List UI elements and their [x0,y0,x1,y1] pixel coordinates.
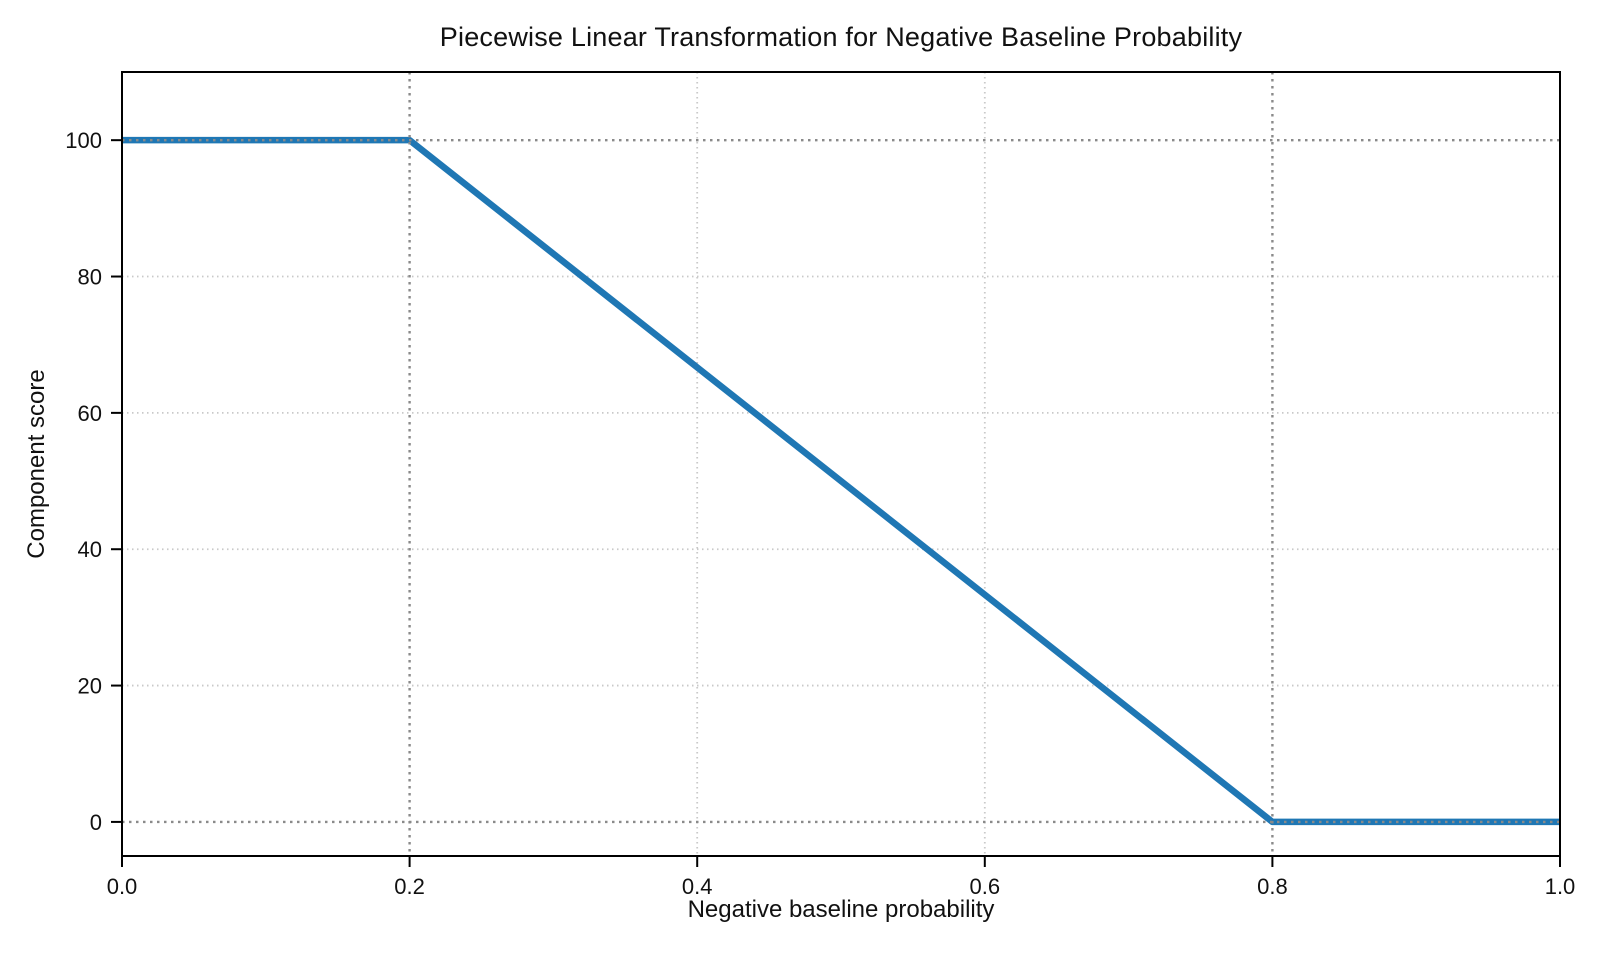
y-tick-label: 100 [65,128,102,153]
plot-border [121,71,1561,857]
y-tick-label: 40 [78,537,102,562]
y-tick-label: 80 [78,265,102,290]
x-tick-label: 0.6 [970,874,1001,899]
x-tick-label: 1.0 [1545,874,1576,899]
x-tick-label: 0.4 [682,874,713,899]
chart-title: Piecewise Linear Transformation for Nega… [439,22,1243,52]
y-tick-label: 0 [90,810,102,835]
series-line [122,136,1560,826]
x-axis-label: Negative baseline probability [687,896,995,923]
x-tick-label: 0.8 [1257,874,1288,899]
y-tick-label: 20 [78,674,102,699]
x-tick-label: 0.2 [394,874,425,899]
y-tick-label: 60 [78,401,102,426]
x-tick-label: 0.0 [107,874,138,899]
